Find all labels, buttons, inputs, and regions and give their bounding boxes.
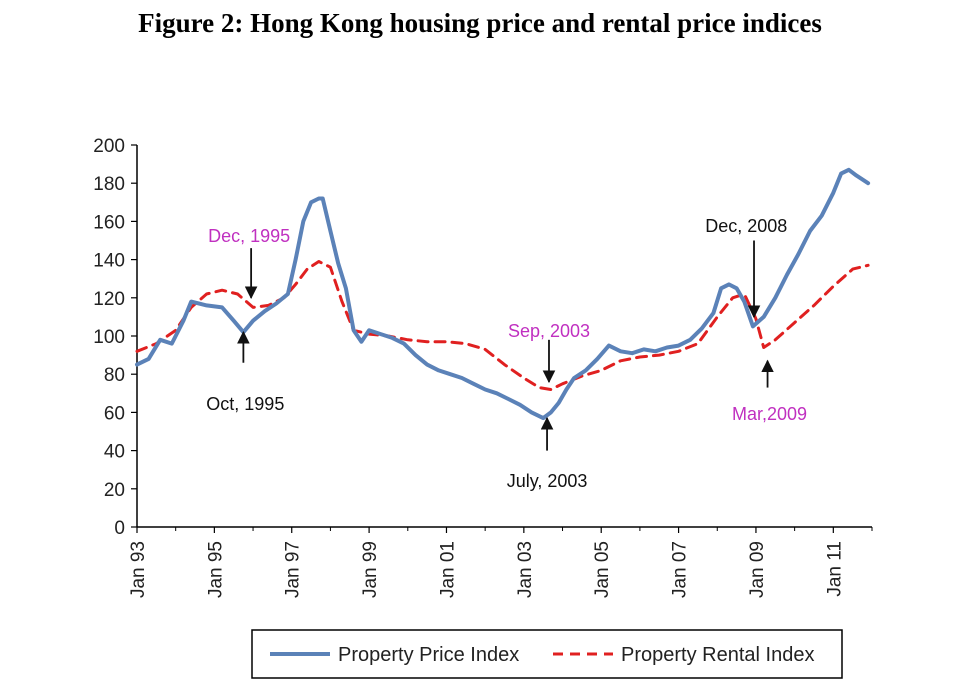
x-tick-label: Jan 09 <box>747 541 768 598</box>
y-tick-label: 80 <box>104 365 125 386</box>
x-tick-label: Jan 05 <box>592 541 613 598</box>
annotation-label: Mar,2009 <box>732 404 807 424</box>
x-tick-label: Jan 03 <box>515 541 536 598</box>
y-tick-label: 40 <box>104 442 125 463</box>
series-lines <box>135 167 871 421</box>
axes: 0 20 40 60 80 100 120 140 160 180 200 Jan 93 Jan 95 J… <box>93 136 873 598</box>
x-tick-label: Jan 07 <box>670 541 691 598</box>
x-tick-label: Jan 11 <box>824 541 845 597</box>
annotations: Dec, 1995 Oct, 1995 Sep, 2003 July, 2003 Dec… <box>206 216 807 491</box>
y-tick-label: 20 <box>104 480 125 501</box>
y-tick-label: 120 <box>93 289 125 310</box>
legend: Property Price Index Property Rental Ind… <box>251 629 843 679</box>
legend-label-rental: Property Rental Index <box>621 644 814 666</box>
x-tick-label: Jan 95 <box>205 541 226 598</box>
x-tick-label: Jan 97 <box>283 541 304 598</box>
y-tick-label: 200 <box>93 136 125 157</box>
y-tick-label: 140 <box>93 251 125 272</box>
y-tick-label: 180 <box>93 174 125 195</box>
x-tick-label: Jan 93 <box>128 541 149 598</box>
legend-label-price: Property Price Index <box>338 644 519 666</box>
series-line-price <box>135 167 871 421</box>
figure-title: Figure 2: Hong Kong housing price and re… <box>138 8 822 38</box>
x-tick-label: Jan 99 <box>360 541 381 598</box>
y-tick-label: 100 <box>93 327 125 348</box>
annotation-label: Dec, 2008 <box>705 216 787 236</box>
y-tick-label: 160 <box>93 212 125 233</box>
annotation-label: Oct, 1995 <box>206 394 284 414</box>
annotation-label: July, 2003 <box>507 471 588 491</box>
y-tick-label: 60 <box>104 403 125 424</box>
annotation-label: Dec, 1995 <box>208 226 290 246</box>
x-tick-label: Jan 01 <box>437 541 458 598</box>
legend-box <box>251 629 843 679</box>
annotation-label: Sep, 2003 <box>508 321 590 341</box>
y-tick-label: 0 <box>114 518 125 539</box>
